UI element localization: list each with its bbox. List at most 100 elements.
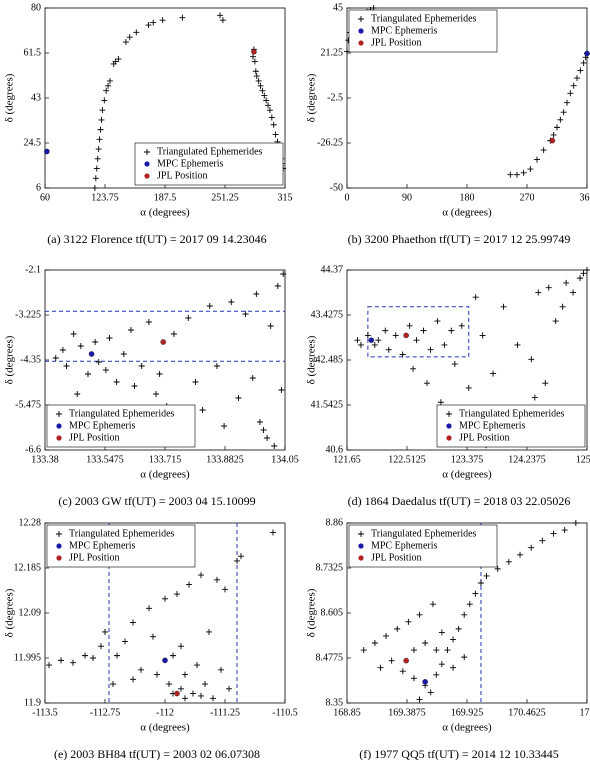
point [461, 654, 468, 661]
point [94, 155, 101, 162]
point [44, 148, 50, 155]
point [410, 647, 417, 654]
point [490, 370, 497, 377]
legend-marker [56, 423, 62, 429]
point [122, 638, 128, 645]
point [517, 551, 524, 558]
point [91, 185, 98, 191]
x-axis-label: α (degrees) [442, 722, 492, 734]
point [577, 275, 584, 282]
point [514, 171, 520, 178]
x-tick-label: 134.05 [271, 454, 299, 465]
point [382, 327, 389, 334]
legend-label: JPL Position [157, 170, 207, 181]
y-tick-label: 61.5 [24, 47, 42, 58]
x-tick-label: 124.2375 [508, 454, 546, 465]
point [218, 666, 224, 673]
point [92, 339, 99, 345]
point [199, 407, 206, 413]
legend-marker [358, 555, 364, 561]
point [267, 323, 274, 329]
x-tick-label: 133.5475 [86, 454, 124, 465]
point [70, 331, 77, 337]
point [584, 50, 590, 57]
point [198, 572, 204, 579]
y-tick-label: 80 [31, 2, 41, 13]
point [113, 379, 120, 385]
legend-label: JPL Position [69, 552, 119, 563]
legend-marker [358, 28, 364, 34]
point [126, 34, 133, 41]
x-tick-label: 169.3875 [388, 707, 426, 718]
y-tick-label: 12.185 [14, 562, 42, 573]
point [92, 175, 99, 182]
point [260, 427, 267, 433]
point [434, 318, 441, 325]
point [74, 391, 81, 397]
point [162, 657, 168, 664]
legend-label: Triangulated Ephemerides [371, 528, 477, 539]
point [371, 341, 378, 348]
point [534, 156, 540, 163]
point [564, 99, 570, 106]
point [146, 605, 152, 612]
point [88, 351, 95, 357]
point [413, 337, 420, 344]
point [98, 116, 105, 123]
point [84, 371, 91, 377]
point [150, 633, 156, 640]
x-axis-label: α (degrees) [140, 722, 190, 734]
point [63, 363, 70, 369]
x-tick-label: 270 [520, 192, 535, 203]
caption: (a) 3122 Florence tf(UT) = 2017 09 14.23… [47, 232, 266, 246]
point [265, 102, 272, 109]
y-tick-label: 21.25 [321, 47, 344, 58]
caption: (f) 1977 QQ5 tf(UT) = 2014 12 10.33445 [359, 747, 558, 760]
x-tick-label: 133.8825 [206, 454, 244, 465]
legend-label: JPL Position [371, 37, 421, 48]
y-tick-label: 43 [31, 92, 41, 103]
x-axis-label: α (degrees) [442, 207, 492, 219]
point [388, 657, 395, 664]
point [257, 82, 264, 89]
point [567, 90, 574, 97]
point [102, 367, 109, 373]
point [570, 289, 577, 296]
point [270, 121, 277, 128]
y-tick-label: 45 [333, 2, 343, 13]
point [448, 327, 455, 334]
point [130, 676, 136, 683]
point [360, 647, 367, 654]
y-tick-label: 41.5425 [311, 399, 344, 410]
legend-label: MPC Ephemeris [157, 158, 223, 169]
point [441, 341, 448, 348]
point [120, 351, 127, 357]
x-tick-label: -112 [156, 707, 174, 718]
y-tick-label: 42.485 [316, 354, 344, 365]
point [156, 371, 163, 377]
point [206, 303, 213, 309]
point [560, 109, 567, 116]
point [174, 690, 180, 697]
point [554, 124, 560, 131]
point [416, 611, 423, 618]
legend-marker [358, 543, 364, 549]
point [170, 652, 176, 659]
y-tick-label: 24.5 [24, 137, 42, 148]
point [101, 97, 108, 104]
point [280, 271, 287, 277]
y-tick-label: -4.35 [20, 354, 41, 365]
point [549, 137, 556, 144]
legend-label: Triangulated Ephemerides [157, 146, 263, 157]
legend-marker [56, 531, 62, 537]
point [458, 322, 465, 329]
y-tick-label: -6.6 [25, 444, 41, 455]
point [90, 655, 96, 661]
x-tick-label: 180 [460, 192, 475, 203]
point [438, 661, 445, 668]
point [46, 662, 52, 669]
x-axis-label: α (degrees) [140, 207, 190, 219]
point [160, 339, 166, 345]
point [106, 335, 113, 341]
point [52, 355, 59, 361]
